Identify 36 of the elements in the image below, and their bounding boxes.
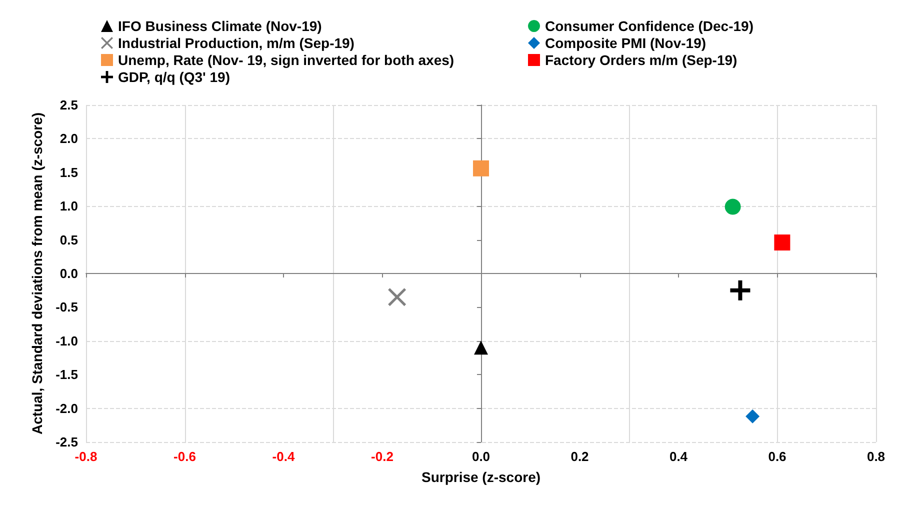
legend-label: Unemp, Rate (Nov- 19, sign inverted for both axes) (118, 52, 454, 68)
y-tick-label: -1.0 (56, 333, 78, 348)
y-tick-label: 1.0 (60, 198, 78, 214)
legend-label: Industrial Production, m/m (Sep-19) (118, 35, 354, 51)
point (474, 340, 488, 355)
y-tick-label: 2.0 (60, 131, 78, 146)
x-tick-label: -0.2 (371, 449, 394, 464)
y-tick-label: -0.5 (56, 300, 78, 315)
x-tick-label: -0.6 (174, 449, 196, 464)
legend-label: Factory Orders m/m (Sep-19) (545, 52, 738, 68)
legend-label: GDP, q/q (Q3' 19) (118, 69, 230, 85)
x-tick-label: 0.8 (866, 449, 886, 464)
x-axis-title: Surprise (z-score) (421, 469, 541, 485)
legend-label: Consumer Confidence (Dec-19) (545, 18, 754, 34)
x-tick-label: 0.2 (570, 449, 589, 464)
legend-label: IFO Business Climate (Nov-19) (118, 18, 322, 34)
y-axis-title: Actual, Standard deviations from mean (z-score) (29, 112, 45, 435)
point (746, 409, 760, 424)
point (724, 198, 741, 215)
y-tick-label: -1.5 (56, 367, 78, 382)
y-tick-label: 2.5 (60, 98, 78, 112)
x-tick-label: -0.4 (272, 449, 296, 464)
point (388, 288, 406, 306)
point (473, 160, 489, 176)
y-tick-label: 0.5 (60, 232, 78, 248)
y-tick-label: 0.0 (60, 266, 78, 281)
x-tick-label: 0.0 (472, 449, 490, 464)
x-tick-label: 0.6 (768, 449, 786, 464)
x-tick-label: -0.8 (74, 449, 98, 464)
point (774, 234, 790, 250)
point (730, 280, 750, 300)
y-tick-label: -2.0 (56, 400, 78, 416)
y-tick-label: 1.5 (60, 164, 78, 180)
y-tick-label: -2.5 (56, 434, 78, 450)
x-tick-label: 0.4 (669, 449, 688, 464)
legend-label: Composite PMI (Nov-19) (545, 35, 706, 51)
